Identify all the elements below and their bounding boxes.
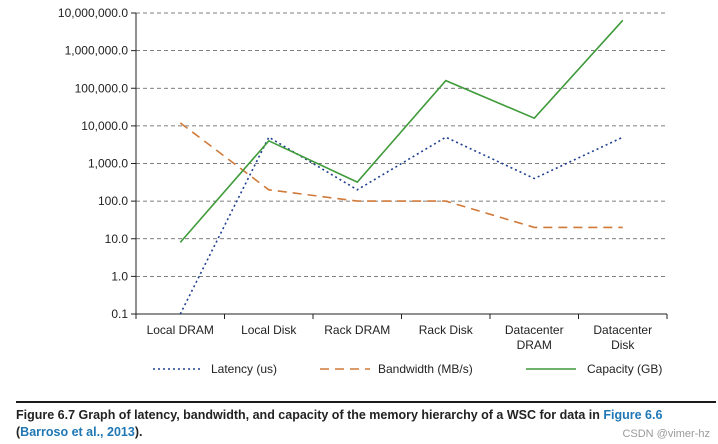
- y-tick-label: 100.0: [98, 194, 128, 208]
- x-category-label: Rack Disk: [419, 323, 474, 337]
- x-category-labels: Local DRAM Local Disk Rack DRAM Rack Disk Da…: [147, 323, 653, 352]
- y-tick-label: 1,000.0: [88, 157, 128, 171]
- x-category-label: Datacenter Disk: [593, 323, 652, 352]
- caption-figure-link[interactable]: Figure 6.6: [603, 408, 663, 422]
- caption-lead: Figure 6.7: [16, 408, 76, 422]
- series-line: [179, 122, 623, 229]
- x-category-label: Local Disk: [241, 323, 297, 337]
- legend-label: Capacity (GB): [587, 362, 662, 376]
- y-tick-label: 10,000.0: [81, 119, 128, 133]
- axes: [131, 12, 668, 319]
- series-line: [179, 19, 624, 243]
- y-tick-label: 1,000,000.0: [65, 44, 129, 58]
- y-tick-label: 0.1: [111, 307, 128, 321]
- caption-text: Graph of latency, bandwidth, and capacit…: [75, 408, 604, 422]
- caption-close: ).: [134, 425, 143, 439]
- watermark: CSDN @vimer-hz: [622, 428, 710, 440]
- x-category-label: Rack DRAM: [324, 323, 390, 337]
- x-category-label: Local DRAM: [147, 323, 214, 337]
- figure-caption: Figure 6.7 Graph of latency, bandwidth, …: [16, 401, 716, 441]
- caption-citation-link[interactable]: Barroso et al., 2013: [20, 425, 135, 439]
- x-category-label: Datacenter DRAM: [505, 323, 564, 352]
- legend-label: Bandwidth (MB/s): [378, 362, 473, 376]
- series-lines: [179, 19, 624, 315]
- legend: Latency (us) Bandwidth (MB/s) Capacity (GB…: [153, 362, 662, 376]
- y-tick-labels: 0.1 1.0 10.0 100.0 1,000.0 10,000.0 100,000.0 1…: [58, 6, 128, 321]
- legend-label: Latency (us): [211, 362, 277, 376]
- y-tick-label: 10.0: [105, 232, 129, 246]
- y-tick-label: 100,000.0: [75, 81, 129, 95]
- y-tick-label: 10,000,000.0: [58, 6, 128, 20]
- y-tick-label: 1.0: [111, 269, 128, 283]
- caption-open-paren: (: [16, 425, 21, 439]
- chart: 0.1 1.0 10.0 100.0 1,000.0 10,000.0 100,000.0 1…: [58, 6, 668, 376]
- grid-lines: [136, 12, 667, 277]
